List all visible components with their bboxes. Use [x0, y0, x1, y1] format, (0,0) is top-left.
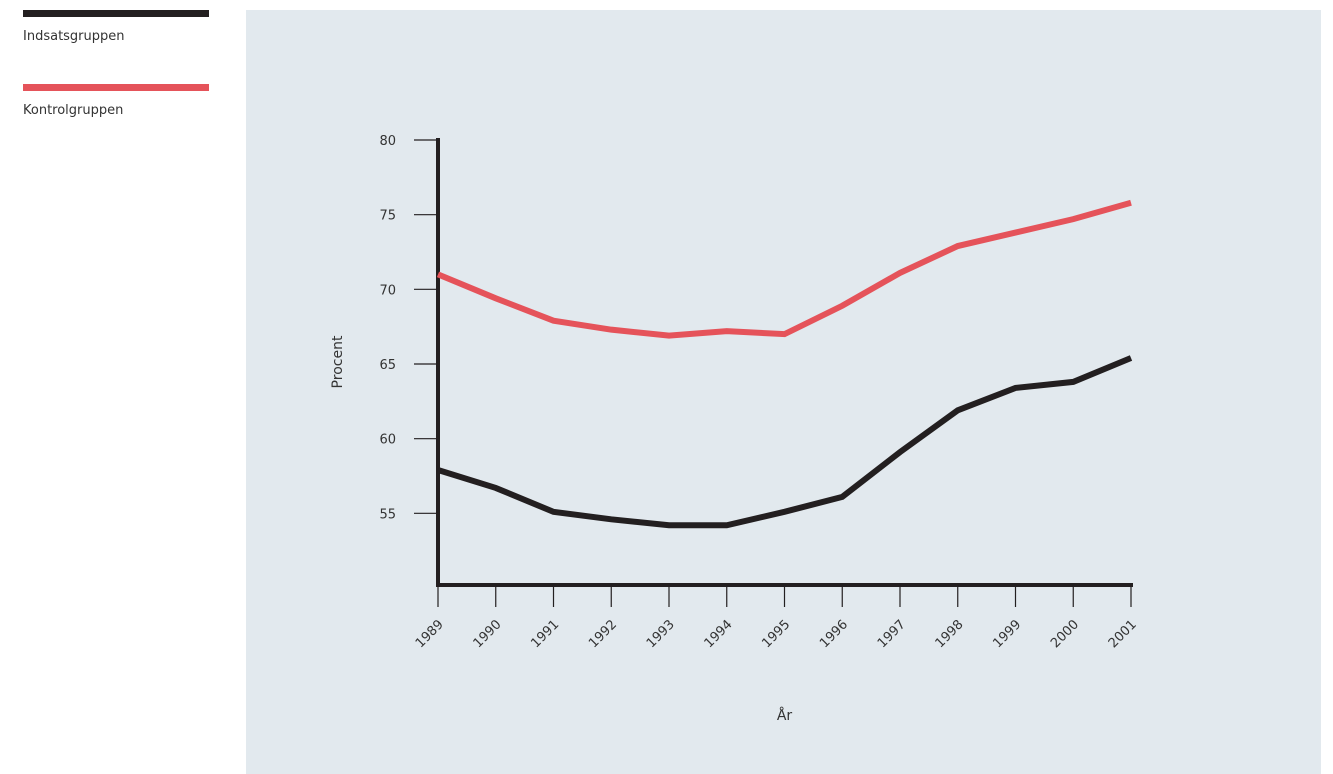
legend-label: Kontrolgruppen [23, 103, 124, 118]
x-tick-label: 1989 [413, 617, 447, 651]
y-tick-label: 65 [379, 358, 396, 373]
line-chart: 55 60 65 70 75 80 1989 1990 1991 1992 1993 1994 1995… [330, 134, 1140, 724]
x-tick-label: 1991 [528, 617, 562, 651]
legend-item-kontrolgruppen[interactable]: Kontrolgruppen [23, 84, 209, 118]
x-tick-label: 2001 [1106, 617, 1140, 651]
y-tick-label: 55 [379, 507, 396, 522]
y-tick-label: 75 [379, 209, 396, 224]
x-tick-label: 1996 [817, 617, 851, 651]
series-line-kontrolgruppen [436, 199, 1132, 339]
legend: Indsatsgruppen Kontrolgruppen [23, 10, 209, 118]
x-tick-label: 1995 [759, 617, 793, 651]
x-tick-label: 1999 [990, 617, 1024, 651]
y-tick-label: 80 [379, 134, 396, 149]
x-tick-label: 1990 [471, 617, 505, 651]
x-tick-label: 1993 [644, 617, 678, 651]
x-tick-label: 1992 [586, 617, 620, 651]
x-tick-label: 1997 [875, 617, 909, 651]
x-tick-label: 1994 [702, 617, 736, 651]
legend-swatch-kontrolgruppen [23, 84, 209, 91]
legend-label: Indsatsgruppen [23, 29, 125, 44]
y-axis-title: Procent [330, 335, 346, 388]
chart-panel: 55 60 65 70 75 80 1989 1990 1991 1992 1993 1994 1995… [246, 10, 1321, 774]
x-tick-label: 2000 [1048, 617, 1082, 651]
x-axis-title: År [777, 707, 793, 724]
legend-item-indsatsgruppen[interactable]: Indsatsgruppen [23, 10, 209, 44]
y-tick-label: 60 [379, 433, 396, 448]
series-line-indsatsgruppen [437, 355, 1133, 529]
y-tick-label: 70 [379, 283, 396, 298]
legend-swatch-indsatsgruppen [23, 10, 209, 17]
x-tick-label: 1998 [933, 617, 967, 651]
